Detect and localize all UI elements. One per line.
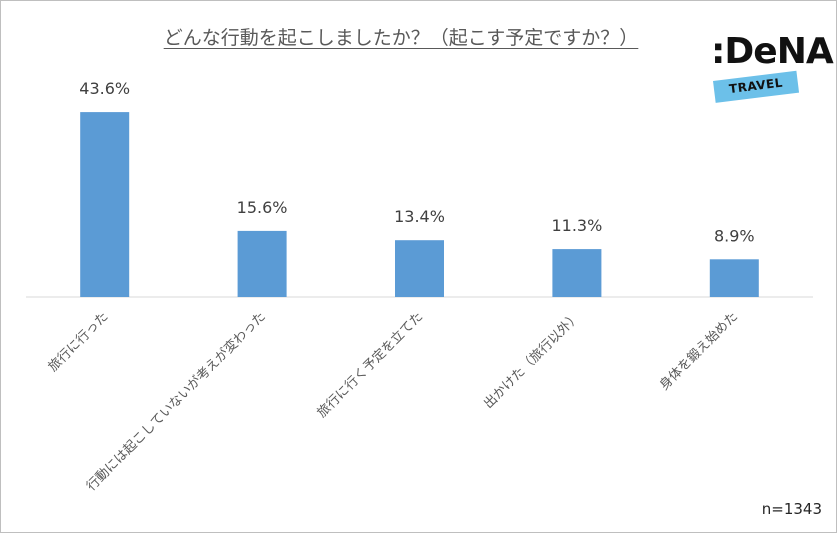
bar-5 <box>709 259 759 297</box>
category-label-2: 行動には起こしていないが考えが変わった <box>83 309 269 495</box>
category-label-1: 旅行に行った <box>46 309 112 375</box>
value-label-3: 13.4% <box>394 207 445 226</box>
value-label-2: 15.6% <box>237 198 288 217</box>
bar-1 <box>80 112 130 297</box>
value-label-5: 8.9% <box>714 226 755 245</box>
logo-subtitle: TRAVEL <box>728 75 784 97</box>
bar-3 <box>395 240 444 297</box>
category-label-4: 出かけた（旅行以外） <box>481 309 584 412</box>
chart-title: どんな行動を起こしましたか？（起こす予定ですか？） <box>163 27 639 49</box>
logo-wordmark: :DeNA <box>711 31 834 72</box>
dena-travel-logo: :DeNA TRAVEL <box>701 31 834 116</box>
value-label-1: 43.6% <box>79 79 130 98</box>
bar-4 <box>552 249 602 297</box>
bar-2 <box>237 230 287 297</box>
category-label-3: 旅行に行く予定を立てた <box>315 309 427 421</box>
sample-size-label: n=1343 <box>761 500 822 518</box>
value-label-4: 11.3% <box>551 216 602 235</box>
category-label-5: 身体を鍛え始めた <box>656 309 741 394</box>
logo-band: TRAVEL <box>713 70 800 103</box>
